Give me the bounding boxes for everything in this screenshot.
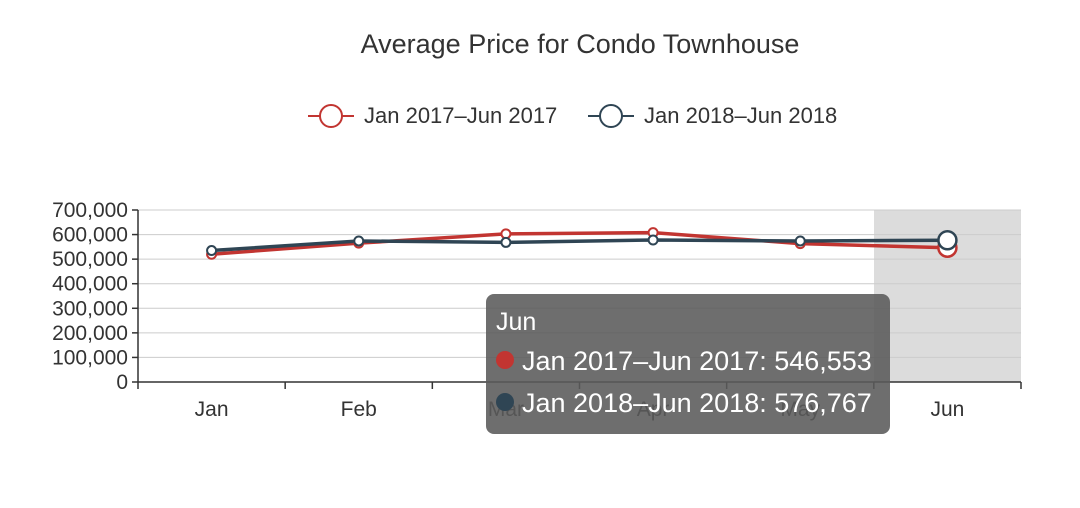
y-tick-label: 600,000 [52,224,128,247]
legend-label: Jan 2017–Jun 2017 [364,103,557,128]
data-point[interactable] [794,235,806,247]
tooltip-marker-2017 [496,351,514,369]
x-tick-label: Jan [195,398,229,421]
data-point[interactable] [500,236,512,248]
y-tick-label: 300,000 [52,297,128,320]
data-point[interactable] [353,235,365,247]
legend-item[interactable]: Jan 2018–Jun 2018 [588,103,837,128]
tooltip-row-label: Jan 2018–Jun 2018: 576,767 [522,388,872,418]
y-tick-label: 0 [116,371,128,394]
tooltip-row-label: Jan 2017–Jun 2017: 546,553 [522,346,872,376]
y-tick-label: 100,000 [52,346,128,369]
tooltip-marker-2018 [496,393,514,411]
y-tick-label: 700,000 [52,199,128,222]
legend-item[interactable]: Jan 2017–Jun 2017 [308,103,557,128]
series-line [211,230,948,256]
data-point[interactable] [937,230,958,251]
series-line [211,238,948,253]
chart-title: Average Price for Condo Townhouse [361,29,800,59]
legend[interactable]: Jan 2017–Jun 2017 Jan 2018–Jun 2018 [308,103,837,128]
data-point[interactable] [647,234,659,246]
legend-marker [599,104,623,128]
x-tick-label: Jun [930,398,964,421]
legend-label: Jan 2018–Jun 2018 [644,103,837,128]
legend-marker [319,104,343,128]
y-axis: 0100,000200,000300,000400,000500,000600,… [52,199,139,394]
y-tick-label: 200,000 [52,322,128,345]
tooltip-title: Jun [496,308,537,336]
y-tick-label: 500,000 [52,248,128,271]
x-tick-label: Feb [341,398,377,421]
data-point[interactable] [206,245,218,257]
tooltip: Jun Jan 2017–Jun 2017: 546,553 Jan 2018–… [486,294,890,434]
tooltip-row-2017: Jan 2017–Jun 2017: 546,553 [496,346,872,377]
series-group [206,227,958,260]
tooltip-row-2018: Jan 2018–Jun 2018: 576,767 [496,388,872,419]
y-tick-label: 400,000 [52,273,128,296]
